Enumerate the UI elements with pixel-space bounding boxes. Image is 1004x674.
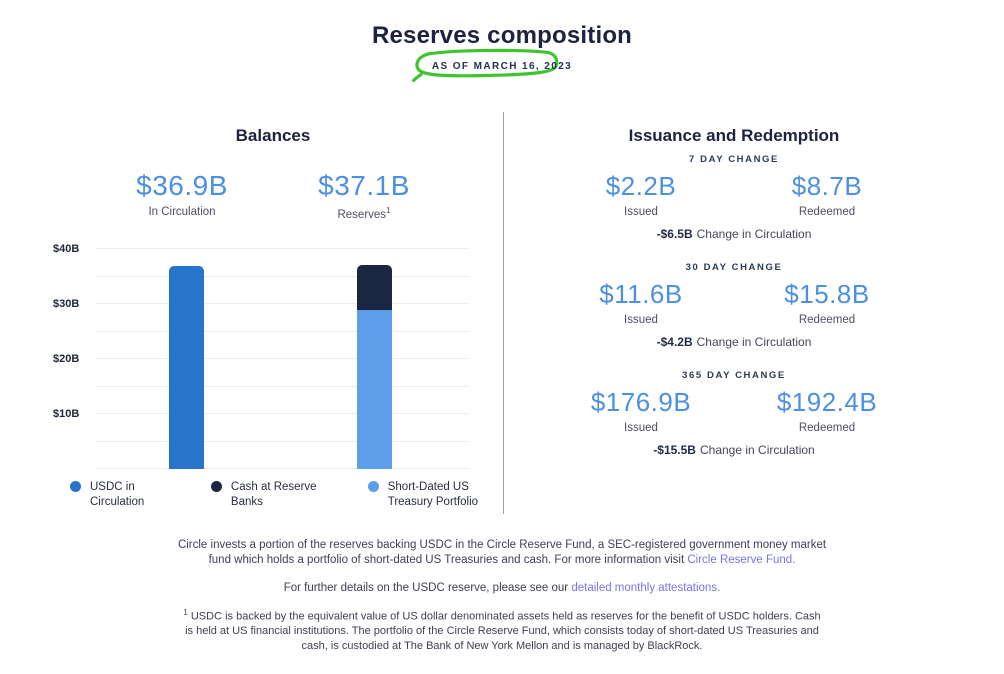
legend-swatch-icon (367, 481, 379, 492)
stat-label: In Circulation (148, 206, 216, 218)
gridline (95, 275, 468, 277)
stat-value: $2.2B (605, 171, 677, 201)
legend-item-usdc-in-circulation: USDC in Circulation (70, 480, 175, 510)
stat-label: Redeemed (798, 206, 856, 218)
balances-section: Balances $36.9B In Circulation $37.1B Re… (53, 112, 493, 522)
gridline (95, 358, 468, 359)
period-header: 30 DAY CHANGE (685, 262, 783, 273)
gridline (95, 468, 468, 469)
change-in-circulation: -$6.5B Change in Circulation (530, 227, 938, 241)
gridline (95, 330, 468, 332)
y-axis-label: $30B (53, 298, 80, 310)
period-header: 7 DAY CHANGE (689, 154, 779, 165)
change-label: Change in Circulation (696, 335, 812, 349)
period-stats: $176.9B Issued $192.4B Redeemed (530, 387, 938, 434)
stat-value: $15.8B (784, 279, 870, 309)
footer-text: . (717, 582, 721, 594)
stat-value: $176.9B (590, 387, 692, 417)
period-7-day: 7 DAY CHANGE $2.2B Issued $8.7B Redeemed… (530, 154, 938, 241)
legend-label: USDC in Circulation (90, 481, 145, 508)
gridline (95, 440, 468, 442)
stat-value: $37.1B (318, 170, 410, 201)
footer-text: Circle invests a portion of the reserves… (177, 539, 827, 566)
stat-label: Issued (624, 314, 658, 326)
page-title: Reserves composition (371, 22, 633, 49)
y-axis-labels: $10B $20B $30B $40B (53, 238, 87, 469)
change-in-circulation: -$15.5B Change in Circulation (530, 443, 938, 457)
chart-bar-in-circulation (168, 266, 204, 469)
period-stats: $2.2B Issued $8.7B Redeemed (530, 171, 938, 218)
footer-text: For further details on the USDC reserve,… (283, 582, 572, 594)
gridline (95, 248, 468, 249)
chart-legend: USDC in Circulation Cash at Reserve Banks… (70, 480, 493, 510)
legend-swatch-icon (70, 481, 81, 492)
period-stats: $11.6B Issued $15.8B Redeemed (530, 279, 938, 326)
change-label: Change in Circulation (699, 443, 815, 457)
legend-label: Cash at Reserve Banks (230, 481, 317, 508)
legend-item-short-dated-us-treasury-portfolio: Short-Dated US Treasury Portfolio (367, 480, 493, 510)
vertical-divider (503, 112, 504, 514)
y-axis-label: $10B (53, 408, 80, 420)
stat-issued: $2.2B Issued (561, 171, 721, 218)
period-30-day: 30 DAY CHANGE $11.6B Issued $15.8B Redee… (530, 262, 938, 349)
change-value: -$6.5B (656, 227, 693, 241)
stat-redeemed: $192.4B Redeemed (747, 387, 907, 434)
stat-value: $11.6B (599, 279, 683, 309)
bar-segment-usdc-in-circulation (168, 266, 204, 469)
stat-redeemed: $15.8B Redeemed (747, 279, 907, 326)
legend-label: Short-Dated US Treasury Portfolio (387, 481, 479, 508)
stat-in-circulation: $36.9B In Circulation (102, 170, 262, 218)
stat-label-text: Reserves (337, 208, 387, 221)
y-axis-label: $40B (53, 243, 80, 255)
stat-issued: $11.6B Issued (561, 279, 721, 326)
footer-text: . (792, 554, 796, 566)
change-value: -$4.2B (656, 335, 693, 349)
gridline (95, 413, 468, 414)
legend-item-cash-at-reserve-banks: Cash at Reserve Banks (210, 480, 332, 510)
issuance-section: Issuance and Redemption 7 DAY CHANGE $2.… (530, 112, 938, 522)
stat-issued: $176.9B Issued (561, 387, 721, 434)
chart-bar-reserves (357, 264, 393, 469)
gridline (95, 303, 468, 304)
change-value: -$15.5B (653, 443, 696, 457)
change-in-circulation: -$4.2B Change in Circulation (530, 335, 938, 349)
bar-segment-cash-at-reserve-banks (357, 264, 393, 311)
as-of-badge: AS OF MARCH 16, 2023 (411, 48, 586, 82)
balances-heading: Balances (235, 126, 311, 145)
circle-reserve-fund-link[interactable]: Circle Reserve Fund (687, 554, 793, 566)
stat-value: $36.9B (136, 170, 228, 201)
footnote-text: USDC is backed by the equivalent value o… (185, 610, 821, 652)
as-of-badge-wrap: AS OF MARCH 16, 2023 (0, 48, 1004, 82)
period-365-day: 365 DAY CHANGE $176.9B Issued $192.4B Re… (530, 370, 938, 457)
footnote-marker: 1 (386, 206, 391, 215)
stat-label: Issued (624, 206, 658, 218)
as-of-label: AS OF MARCH 16, 2023 (431, 61, 573, 72)
footer-paragraph-1: Circle invests a portion of the reserves… (172, 538, 832, 568)
stat-reserves: $37.1B Reserves1 (284, 170, 444, 221)
stat-value: $8.7B (791, 171, 863, 201)
stat-label: Redeemed (798, 422, 856, 434)
stat-label: Reserves1 (284, 206, 444, 221)
change-label: Change in Circulation (696, 227, 812, 241)
legend-swatch-icon (210, 481, 222, 492)
stat-value: $192.4B (776, 387, 878, 417)
stat-label: Issued (624, 422, 658, 434)
issuance-heading: Issuance and Redemption (628, 126, 840, 145)
footer-paragraph-2: For further details on the USDC reserve,… (172, 581, 832, 596)
footnote-marker: 1 (183, 608, 188, 617)
stat-redeemed: $8.7B Redeemed (747, 171, 907, 218)
gridline (95, 385, 468, 387)
stat-label: Redeemed (798, 314, 856, 326)
bar-chart-plot (95, 238, 468, 469)
period-header: 365 DAY CHANGE (682, 370, 786, 381)
bar-segment-short-dated-us-treasury-portfolio (357, 310, 393, 469)
y-axis-label: $20B (53, 353, 80, 365)
monthly-attestations-link[interactable]: detailed monthly attestations (571, 582, 718, 594)
footnote: 1 USDC is backed by the equivalent value… (182, 606, 822, 653)
